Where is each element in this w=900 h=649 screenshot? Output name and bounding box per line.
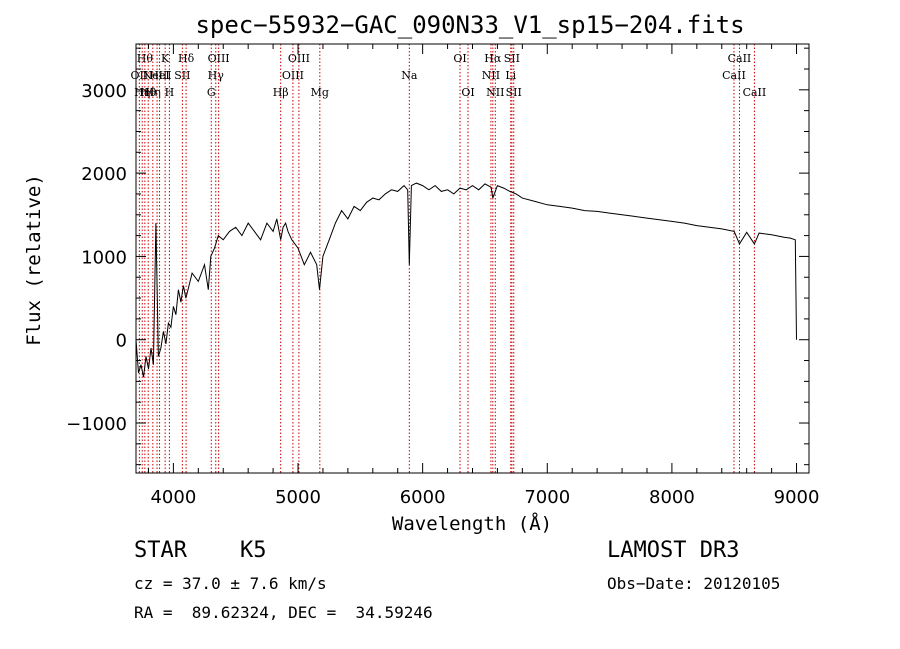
line-label-18: Na bbox=[401, 69, 418, 82]
line-label-27: CaII bbox=[722, 69, 746, 82]
line-label-22: Hα bbox=[484, 52, 502, 65]
y-tick-label-0: −1000 bbox=[66, 414, 127, 435]
object-type: STAR bbox=[134, 538, 187, 563]
y-tick-label-1: 0 bbox=[116, 331, 127, 352]
x-tick-label-0: 4000 bbox=[150, 487, 196, 508]
spectral-line-markers: OIIHηHθHθHηNeIIIHeIKHSIIHδGHγOIIIHβOIIIO… bbox=[131, 44, 767, 473]
line-label-2: Hθ bbox=[137, 52, 154, 65]
line-label-19: OI bbox=[453, 52, 466, 65]
x-axis-ticks: 4000 5000 6000 7000 8000 9000 bbox=[147, 44, 820, 508]
line-label-7: K bbox=[161, 52, 170, 65]
line-label-25: SII bbox=[504, 52, 520, 65]
line-label-11: G bbox=[207, 86, 216, 99]
y-axis-ticks: −1000 0 1000 2000 3000 bbox=[66, 47, 809, 466]
y-tick-label-3: 2000 bbox=[81, 164, 127, 185]
line-label-14: Hβ bbox=[273, 86, 289, 99]
coordinates: RA = 89.62324, DEC = 34.59246 bbox=[134, 603, 433, 622]
y-tick-label-4: 3000 bbox=[81, 81, 127, 102]
line-label-0: OII bbox=[131, 69, 149, 82]
line-label-1: Hη bbox=[134, 86, 150, 99]
line-label-16: OIII bbox=[288, 52, 310, 65]
line-label-12: Hγ bbox=[208, 69, 225, 82]
line-label-4: Hη bbox=[145, 86, 161, 99]
x-tick-label-2: 6000 bbox=[400, 487, 446, 508]
x-tick-label-1: 5000 bbox=[275, 487, 321, 508]
chart-title: spec−55932−GAC_090N33_V1_sp15−204.fits bbox=[195, 11, 744, 39]
line-label-9: SII bbox=[174, 69, 190, 82]
flux-series-line bbox=[135, 182, 797, 378]
x-tick-label-3: 7000 bbox=[524, 487, 570, 508]
line-label-28: CaII bbox=[728, 52, 752, 65]
y-axis-label: Flux (relative) bbox=[23, 174, 45, 346]
survey-name: LAMOST DR3 bbox=[607, 538, 740, 563]
observation-date: Obs−Date: 20120105 bbox=[607, 574, 781, 593]
line-label-3: Hθ bbox=[140, 86, 157, 99]
line-label-13: OIII bbox=[208, 52, 230, 65]
line-label-17: Mg bbox=[311, 86, 329, 99]
line-label-8: H bbox=[165, 86, 175, 99]
line-label-23: NII bbox=[486, 86, 504, 99]
line-label-5: NeIII bbox=[142, 69, 171, 82]
line-label-26: SII bbox=[506, 86, 522, 99]
plot-frame bbox=[135, 43, 810, 474]
y-tick-label-2: 1000 bbox=[81, 247, 127, 268]
x-tick-label-4: 8000 bbox=[649, 487, 695, 508]
line-label-20: OI bbox=[461, 86, 474, 99]
line-label-10: Hδ bbox=[178, 52, 195, 65]
line-label-29: CaII bbox=[743, 86, 767, 99]
x-axis-label: Wavelength (Å) bbox=[392, 512, 552, 535]
x-tick-label-5: 9000 bbox=[774, 487, 820, 508]
line-label-6: HeI bbox=[149, 69, 169, 82]
line-label-15: OIII bbox=[282, 69, 304, 82]
line-label-21: NII bbox=[482, 69, 500, 82]
redshift-value: cz = 37.0 ± 7.6 km/s bbox=[134, 574, 327, 593]
line-label-24: Li bbox=[505, 69, 516, 82]
subclass: K5 bbox=[240, 538, 267, 563]
